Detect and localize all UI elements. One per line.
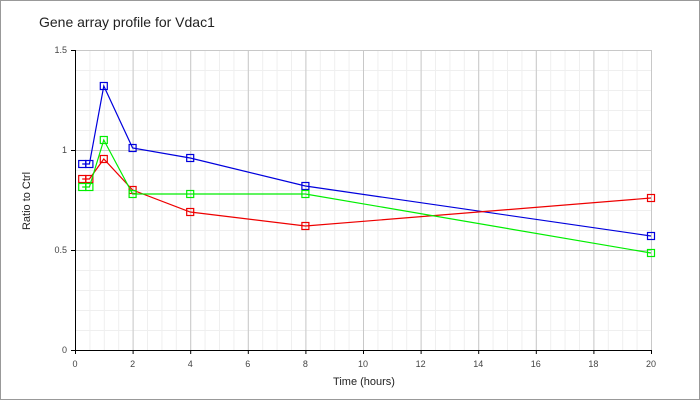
- y-tick-label: 0.5: [54, 245, 67, 255]
- data-point-green: [85, 182, 94, 192]
- series-line-red: [82, 158, 652, 227]
- x-axis-label: Time (hours): [333, 376, 395, 388]
- data-point-blue: [646, 231, 656, 241]
- data-point-red: [99, 154, 108, 164]
- data-point-blue: [128, 143, 137, 153]
- data-point-green: [128, 189, 137, 199]
- series-layer: [78, 81, 656, 258]
- chart-title: Gene array profile for Vdac1: [39, 14, 215, 30]
- data-point-red: [301, 221, 310, 231]
- axes: 0 2 4 6 8 10 12 14 16 18 20 0 0.5 1 1.5: [54, 45, 656, 369]
- series-line-green: [82, 138, 652, 254]
- x-tick-label: 14: [473, 359, 483, 369]
- x-tick-label: 20: [646, 359, 656, 369]
- data-point-green: [186, 189, 195, 199]
- data-point-blue: [301, 181, 310, 191]
- x-tick-label: 6: [245, 359, 250, 369]
- x-tick-label: 4: [188, 359, 193, 369]
- x-tick-label: 8: [303, 359, 308, 369]
- x-tick-label: 16: [531, 359, 541, 369]
- data-point-blue: [99, 81, 108, 91]
- data-point-red: [646, 193, 656, 203]
- series-line-blue: [82, 84, 652, 237]
- y-tick-label: 1: [62, 145, 67, 155]
- x-tick-label: 10: [358, 359, 368, 369]
- data-point-green: [646, 248, 656, 258]
- data-point-blue: [85, 159, 94, 169]
- y-tick-label: 1.5: [54, 45, 67, 55]
- data-point-red: [186, 207, 195, 217]
- y-axis-label: Ratio to Ctrl: [21, 172, 33, 230]
- data-point-green: [99, 135, 108, 145]
- data-point-blue: [186, 153, 195, 163]
- grid: [75, 50, 652, 351]
- x-tick-label: 12: [416, 359, 426, 369]
- x-tick-label: 18: [588, 359, 598, 369]
- x-tick-label: 0: [72, 359, 77, 369]
- x-tick-label: 2: [130, 359, 135, 369]
- data-point-green: [301, 189, 310, 199]
- data-point-red: [85, 174, 94, 184]
- y-tick-label: 0: [62, 345, 67, 355]
